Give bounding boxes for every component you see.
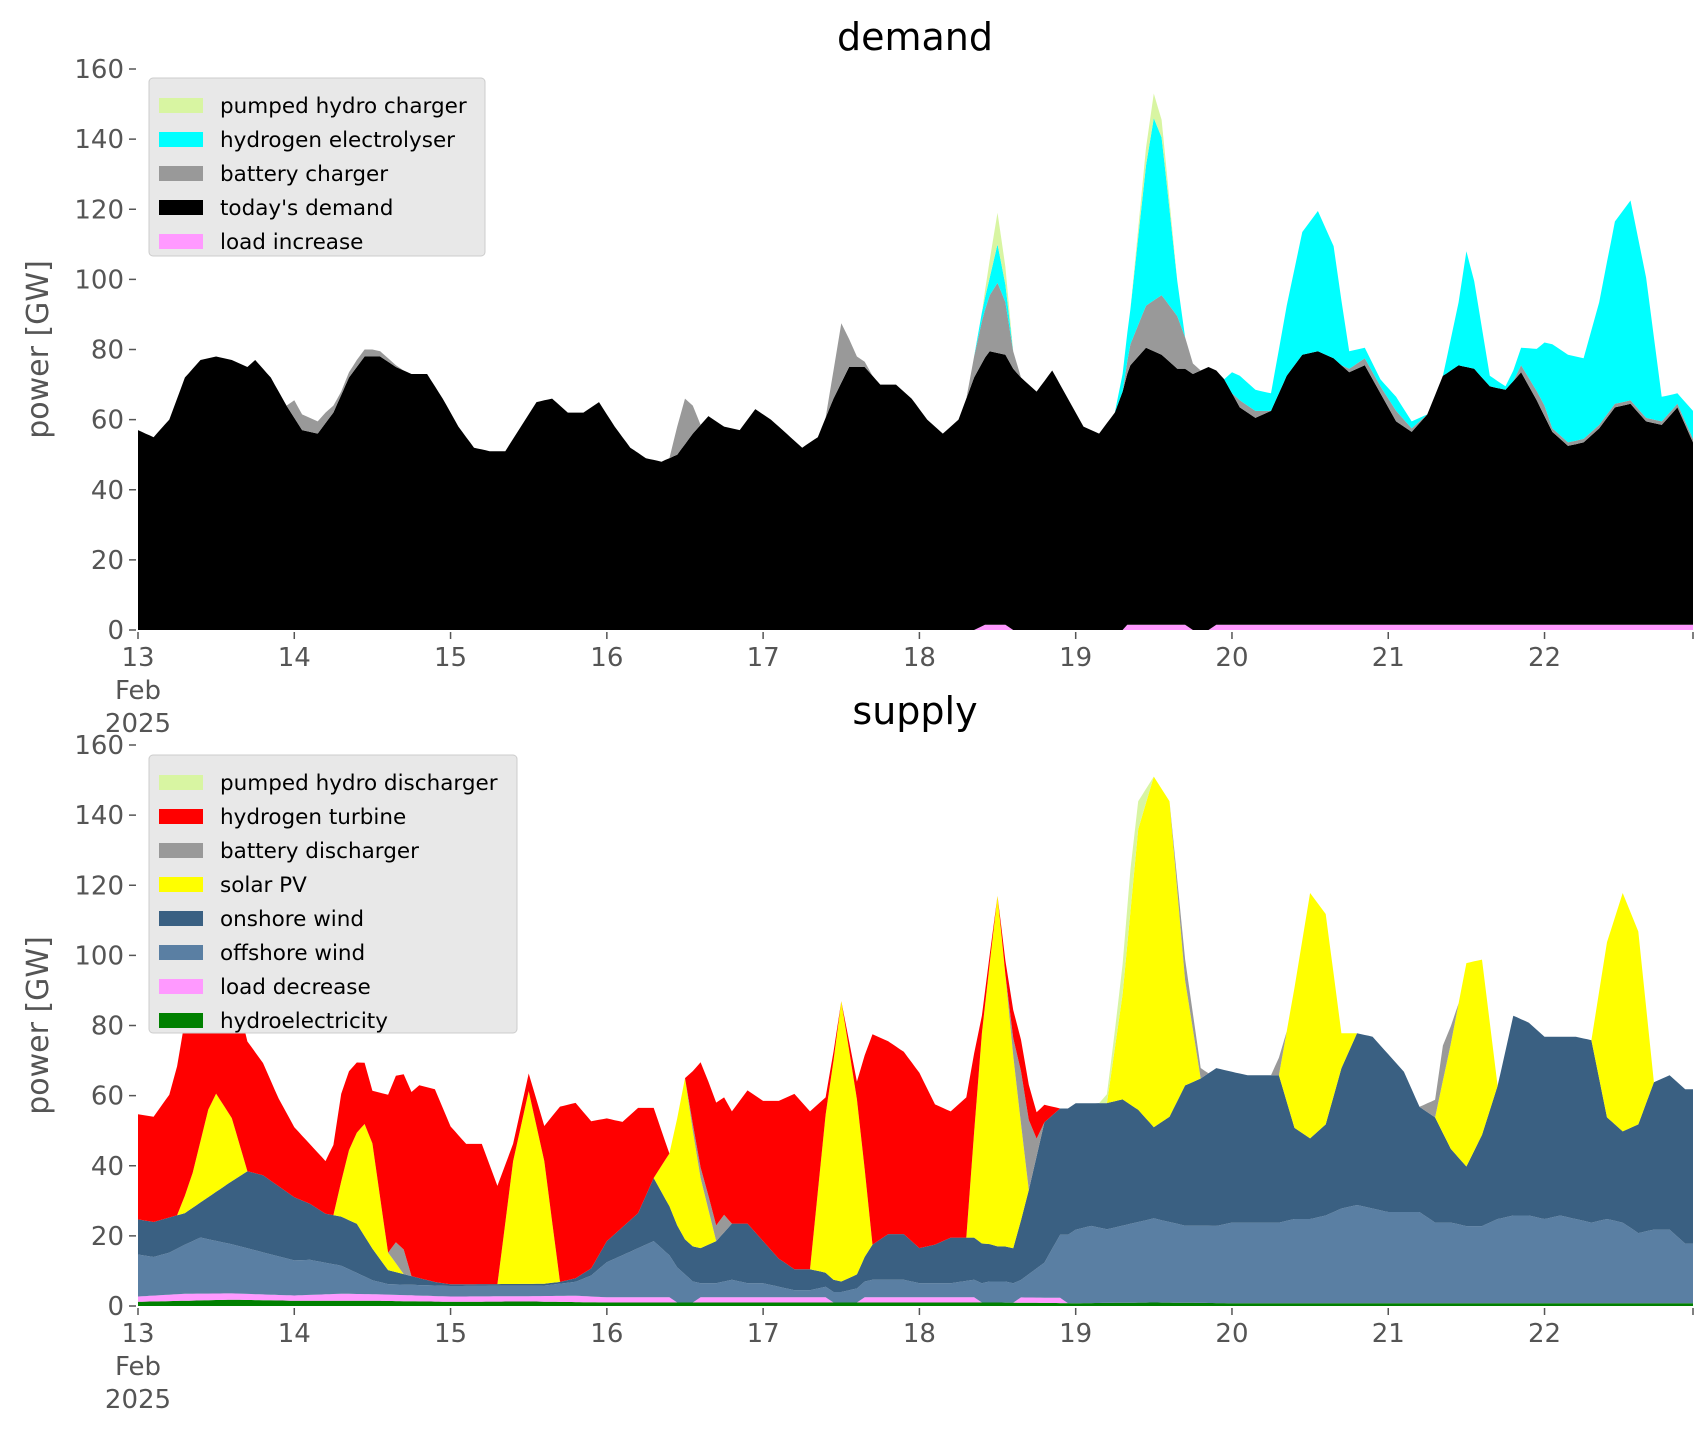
supply-chart: supply power [GW] 0 20 40 60 80 100 120 140 160 13F… bbox=[21, 689, 1694, 1415]
legend-swatch-pumped-hydro-discharger bbox=[159, 775, 203, 790]
x-tick-label: 20 bbox=[1215, 1319, 1248, 1349]
y-tick-label: 80 bbox=[91, 336, 124, 366]
x-tick-label: 15 bbox=[434, 643, 467, 673]
legend-label-load-increase: load increase bbox=[220, 230, 363, 255]
x-tick-label: 17 bbox=[747, 1319, 780, 1349]
x-tick-label: 17 bbox=[747, 643, 780, 673]
y-tick-label: 120 bbox=[74, 871, 124, 901]
y-tick-label: 20 bbox=[91, 546, 124, 576]
legend-swatch-pumped-hydro-charger bbox=[159, 98, 203, 113]
y-tick-label: 160 bbox=[74, 55, 124, 85]
x-tick-label: 21 bbox=[1372, 643, 1405, 673]
legend-swatch-battery-discharger bbox=[159, 843, 203, 858]
y-axis-label: power [GW] bbox=[21, 936, 56, 1115]
x-tick-label: Feb bbox=[115, 1352, 161, 1382]
x-tick-label: 16 bbox=[590, 643, 623, 673]
y-tick-label: 40 bbox=[91, 476, 124, 506]
legend-swatch-battery-charger bbox=[159, 166, 203, 181]
y-tick-label: 60 bbox=[91, 1082, 124, 1112]
legend-box bbox=[148, 77, 486, 257]
series-area-today-s-demand bbox=[138, 347, 1693, 630]
y-tick-label: 100 bbox=[74, 941, 124, 971]
x-tick-label: 14 bbox=[278, 643, 311, 673]
y-tick-label: 0 bbox=[107, 616, 124, 646]
x-tick-label: 18 bbox=[903, 643, 936, 673]
legend-label-hydrogen-turbine: hydrogen turbine bbox=[220, 805, 406, 830]
legend-swatch-hydrogen-turbine bbox=[159, 809, 203, 824]
legend-label-onshore-wind: onshore wind bbox=[220, 907, 364, 932]
series-area-load-increase bbox=[138, 624, 1693, 630]
series-area-onshore-wind bbox=[138, 1015, 1693, 1292]
x-tick-label: 19 bbox=[1059, 643, 1092, 673]
series-area-hydrogen-turbine bbox=[138, 776, 1693, 1285]
y-tick-label: 100 bbox=[74, 265, 124, 295]
legend-swatch-hydrogen-electrolyser bbox=[159, 132, 203, 147]
demand-chart: demand power [GW] 0 20 40 60 80 100 120 140 160 13F… bbox=[21, 15, 1694, 739]
y-tick-label: 0 bbox=[107, 1292, 124, 1322]
legend-swatch-onshore-wind bbox=[159, 911, 203, 926]
legend: pumped hydro discharger hydrogen turbine b… bbox=[148, 754, 518, 1034]
legend-label-today-s-demand: today's demand bbox=[220, 196, 393, 221]
chart-title: supply bbox=[852, 689, 977, 733]
legend-label-battery-charger: battery charger bbox=[220, 162, 388, 187]
legend-label-load-decrease: load decrease bbox=[220, 975, 371, 1000]
y-tick-label: 20 bbox=[91, 1222, 124, 1252]
x-tick-label: 2025 bbox=[105, 709, 171, 739]
x-tick-label: 18 bbox=[903, 1319, 936, 1349]
legend-swatch-load-decrease bbox=[159, 979, 203, 994]
y-tick-label: 120 bbox=[74, 195, 124, 225]
legend-swatch-today-s-demand bbox=[159, 200, 203, 215]
y-tick-label: 40 bbox=[91, 1152, 124, 1182]
x-tick-label: 15 bbox=[434, 1319, 467, 1349]
y-tick-label: 80 bbox=[91, 1012, 124, 1042]
area-layers bbox=[138, 93, 1693, 630]
x-tick-label: 19 bbox=[1059, 1319, 1092, 1349]
legend-swatch-load-increase bbox=[159, 234, 203, 249]
series-area-offshore-wind bbox=[138, 1205, 1693, 1304]
area-layers bbox=[138, 776, 1693, 1306]
x-tick-label: 21 bbox=[1372, 1319, 1405, 1349]
legend-label-battery-discharger: battery discharger bbox=[220, 839, 419, 864]
series-area-solar-pv bbox=[138, 776, 1693, 1285]
chart-title: demand bbox=[837, 15, 993, 59]
y-tick-label: 140 bbox=[74, 125, 124, 155]
x-tick-label: 13 bbox=[121, 1319, 154, 1349]
legend-label-solar-pv: solar PV bbox=[220, 873, 307, 898]
x-tick-label: 13 bbox=[121, 643, 154, 673]
legend-label-hydroelectricity: hydroelectricity bbox=[220, 1009, 388, 1034]
x-tick-label: 16 bbox=[590, 1319, 623, 1349]
legend: pumped hydro charger hydrogen electrolyse… bbox=[148, 77, 486, 257]
x-tick-label: 22 bbox=[1528, 643, 1561, 673]
series-area-hydroelectricity bbox=[138, 1299, 1693, 1306]
x-tick-label: Feb bbox=[115, 676, 161, 706]
x-tick-label: 2025 bbox=[105, 1385, 171, 1415]
y-tick-label: 140 bbox=[74, 801, 124, 831]
legend-box bbox=[148, 754, 518, 1034]
series-area-load-decrease bbox=[138, 1293, 1693, 1304]
x-tick-label: 20 bbox=[1215, 643, 1248, 673]
legend-swatch-solar-pv bbox=[159, 877, 203, 892]
y-axis-label: power [GW] bbox=[21, 260, 56, 439]
legend-swatch-hydroelectricity bbox=[159, 1013, 203, 1028]
legend-label-hydrogen-electrolyser: hydrogen electrolyser bbox=[220, 128, 455, 153]
legend-label-pumped-hydro-charger: pumped hydro charger bbox=[220, 94, 467, 119]
legend-swatch-offshore-wind bbox=[159, 945, 203, 960]
x-tick-label: 22 bbox=[1528, 1319, 1561, 1349]
x-tick-label: 14 bbox=[278, 1319, 311, 1349]
y-tick-label: 60 bbox=[91, 406, 124, 436]
legend-label-offshore-wind: offshore wind bbox=[220, 941, 365, 966]
legend-label-pumped-hydro-discharger: pumped hydro discharger bbox=[220, 771, 498, 796]
y-tick-label: 160 bbox=[74, 731, 124, 761]
